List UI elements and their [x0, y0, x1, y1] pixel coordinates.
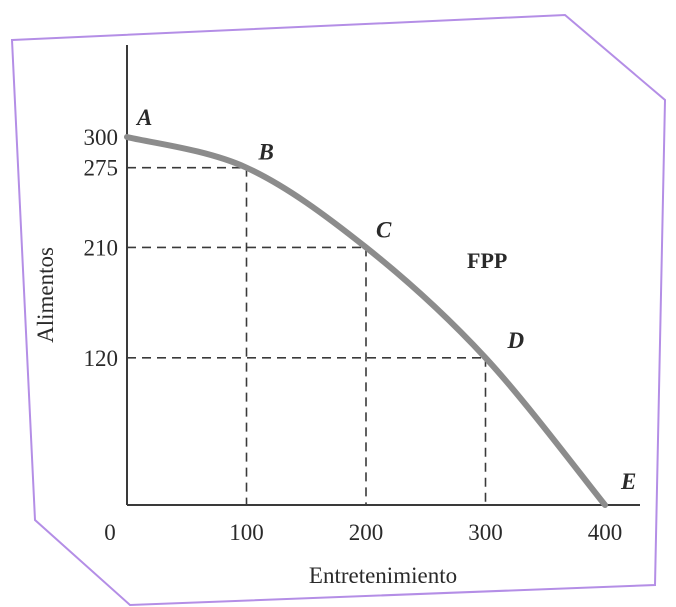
guide-lines — [127, 166, 487, 505]
x-tick-label-300: 300 — [468, 520, 503, 545]
y-axis-title: Alimentos — [33, 247, 58, 343]
ppf-curve — [124, 134, 608, 508]
x-axis-title: Entretenimiento — [309, 563, 457, 588]
y-tick-labels: 120 210 275 300 — [84, 125, 119, 371]
point-label-b: B — [258, 140, 274, 165]
point-label-c: C — [376, 217, 392, 242]
x-tick-label-100: 100 — [229, 520, 264, 545]
x-tick-label-200: 200 — [349, 520, 384, 545]
curve-label: FPP — [467, 248, 507, 273]
x-tick-label-0: 0 — [104, 520, 116, 545]
y-tick-label-300: 300 — [84, 125, 119, 150]
y-tick-label-275: 275 — [84, 156, 119, 181]
page-frame — [10, 13, 667, 607]
y-tick-label-120: 120 — [84, 346, 119, 371]
point-label-e: E — [620, 469, 636, 494]
point-label-a: A — [135, 105, 152, 130]
point-label-d: D — [507, 328, 525, 353]
x-tick-labels: 0 100 200 300 400 — [104, 520, 622, 545]
x-tick-label-400: 400 — [588, 520, 623, 545]
point-labels: A B C D E — [135, 105, 636, 494]
y-tick-label-210: 210 — [84, 235, 119, 260]
